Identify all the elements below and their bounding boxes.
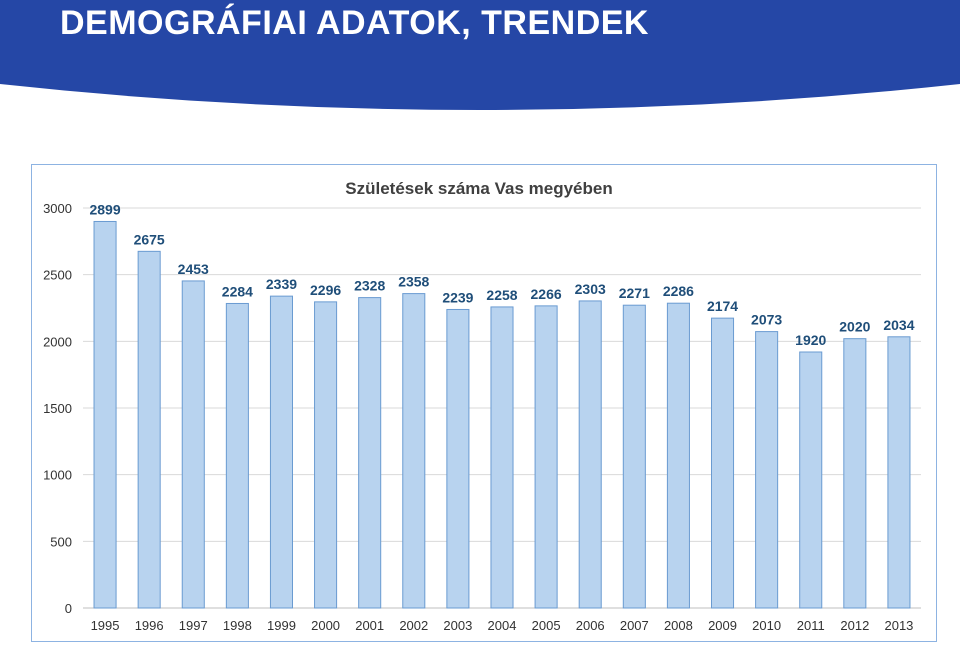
data-label-2006: 2303 <box>575 281 606 297</box>
bar-2012 <box>843 338 867 609</box>
data-label-2004: 2258 <box>486 287 517 303</box>
bar-2009 <box>711 317 735 609</box>
bar-1999 <box>269 295 294 609</box>
data-label-1997: 2453 <box>178 261 209 277</box>
data-labels: 2899 2675 2453 2284 2339 2296 2328 2358 2239 2258… <box>89 201 914 348</box>
chart-title: Születések száma Vas megyében <box>345 179 612 198</box>
bar-2000 <box>314 301 338 609</box>
x-tick-label: 2009 <box>708 618 737 633</box>
x-tick-label: 2003 <box>443 618 472 633</box>
data-label-2013: 2034 <box>883 317 914 333</box>
bar-2008 <box>666 302 690 609</box>
x-tick-label: 2004 <box>488 618 517 633</box>
bar-2011 <box>799 351 823 609</box>
x-tick-label: 2011 <box>797 618 825 633</box>
x-tick-label: 1999 <box>267 618 296 633</box>
x-tick-label: 2006 <box>576 618 605 633</box>
data-label-1999: 2339 <box>266 276 297 292</box>
bar-1997 <box>181 280 205 609</box>
x-tick-label: 1995 <box>91 618 120 633</box>
data-label-1995: 2899 <box>89 201 120 217</box>
x-tick-label: 2010 <box>752 618 781 633</box>
y-tick-label: 2500 <box>43 268 72 283</box>
data-label-2000: 2296 <box>310 282 341 298</box>
x-tick-label: 1998 <box>223 618 252 633</box>
bar-chart: Születések száma Vas megyében 0 500 1000 15… <box>43 179 921 633</box>
data-label-2011: 1920 <box>795 332 826 348</box>
bar-2002 <box>402 293 426 609</box>
x-tick-label: 1997 <box>179 618 208 633</box>
data-label-2010: 2073 <box>751 312 782 328</box>
bar-2006 <box>578 300 602 609</box>
bar-1998 <box>225 302 249 609</box>
y-tick-label: 1500 <box>43 401 72 416</box>
data-label-2009: 2174 <box>707 298 738 314</box>
data-label-2008: 2286 <box>663 283 694 299</box>
data-label-2005: 2266 <box>531 286 562 302</box>
bar-2007 <box>622 304 646 609</box>
bar-2001 <box>358 297 382 609</box>
slide-title: DEMOGRÁFIAI ADATOK, TRENDEK <box>60 4 649 42</box>
y-tick-label: 3000 <box>43 201 72 216</box>
data-label-1998: 2284 <box>222 283 253 299</box>
chart-frame: Születések száma Vas megyében 0 500 1000 15… <box>31 164 937 642</box>
data-label-2002: 2358 <box>398 274 429 290</box>
bar-1996 <box>137 250 161 609</box>
y-tick-label: 0 <box>65 601 72 616</box>
x-axis: 1995 1996 1997 1998 1999 2000 2001 2002 2003 2004… <box>91 618 914 633</box>
x-tick-label: 2007 <box>620 618 649 633</box>
bar-2003 <box>446 308 470 609</box>
data-label-2003: 2239 <box>442 289 473 305</box>
data-label-2012: 2020 <box>839 319 870 335</box>
x-tick-label: 2000 <box>311 618 340 633</box>
bar-2005 <box>534 305 558 609</box>
y-axis: 0 500 1000 1500 2000 2500 3000 <box>43 201 921 616</box>
header-band <box>0 0 960 110</box>
x-tick-label: 2002 <box>399 618 428 633</box>
data-label-1996: 2675 <box>134 231 165 247</box>
data-label-2001: 2328 <box>354 278 385 294</box>
y-tick-label: 1000 <box>43 468 72 483</box>
x-tick-label: 2001 <box>355 618 384 633</box>
bar-2004 <box>490 306 514 609</box>
x-tick-label: 2012 <box>840 618 869 633</box>
bars <box>93 220 911 609</box>
x-tick-label: 2008 <box>664 618 693 633</box>
y-tick-label: 500 <box>50 534 72 549</box>
x-tick-label: 1996 <box>135 618 164 633</box>
bar-1995 <box>93 220 117 609</box>
x-tick-label: 2013 <box>884 618 913 633</box>
bar-2010 <box>755 331 779 609</box>
data-label-2007: 2271 <box>619 285 650 301</box>
x-tick-label: 2005 <box>532 618 561 633</box>
y-tick-label: 2000 <box>43 334 72 349</box>
bar-2013 <box>887 336 911 609</box>
